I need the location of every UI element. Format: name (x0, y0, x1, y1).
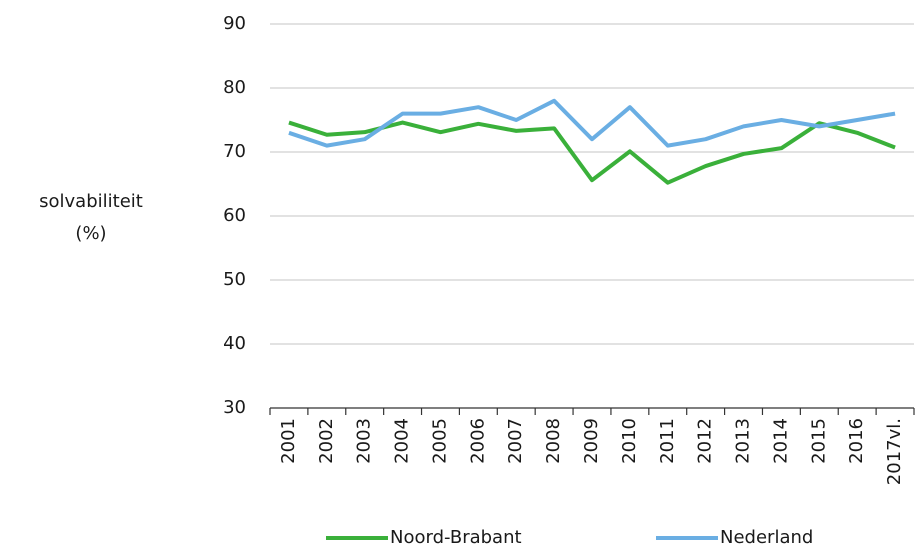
legend-label: Noord-Brabant (390, 527, 522, 548)
x-tick-label: 2007 (505, 418, 526, 464)
x-tick-label: 2002 (316, 418, 337, 464)
x-tick-label: 2013 (733, 418, 754, 464)
series-line (288, 120, 896, 185)
series-line (288, 98, 896, 148)
y-tick-label: 30 (223, 397, 246, 418)
x-tick-label: 2006 (467, 418, 488, 464)
x-tick-label: 2009 (581, 418, 602, 464)
legend-label: Nederland (720, 527, 813, 548)
y-tick-label: 50 (223, 269, 246, 290)
x-tick-label: 2003 (354, 418, 375, 464)
x-tick-label: 2011 (657, 418, 678, 464)
y-tick-label: 70 (223, 141, 246, 162)
x-tick-label: 2008 (543, 418, 564, 464)
x-tick-label: 2012 (695, 418, 716, 464)
y-tick-label: 90 (223, 13, 246, 34)
y-axis-label: (%) (75, 223, 106, 244)
y-axis-label: solvabiliteit (39, 191, 143, 212)
y-tick-label: 40 (223, 333, 246, 354)
y-tick-label: 60 (223, 205, 246, 226)
y-tick-label: 80 (223, 77, 246, 98)
x-tick-label: 2004 (392, 418, 413, 464)
x-tick-label: 2017vl. (884, 418, 905, 485)
x-tick-label: 2015 (808, 418, 829, 464)
x-tick-label: 2016 (846, 418, 867, 464)
x-tick-label: 2001 (278, 418, 299, 464)
x-tick-label: 2010 (619, 418, 640, 464)
x-tick-label: 2014 (770, 418, 791, 464)
x-tick-label: 2005 (429, 418, 450, 464)
